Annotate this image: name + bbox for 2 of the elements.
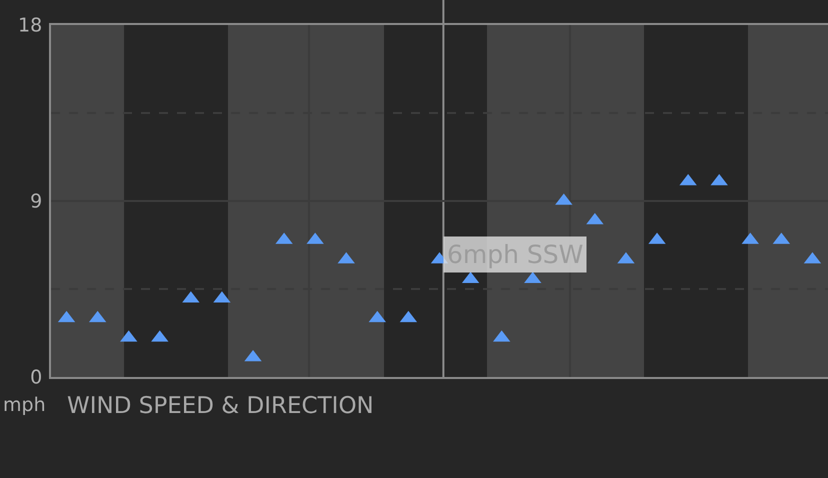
y-tick-label: 9: [30, 190, 42, 213]
y-tick-label: 18: [18, 14, 42, 37]
